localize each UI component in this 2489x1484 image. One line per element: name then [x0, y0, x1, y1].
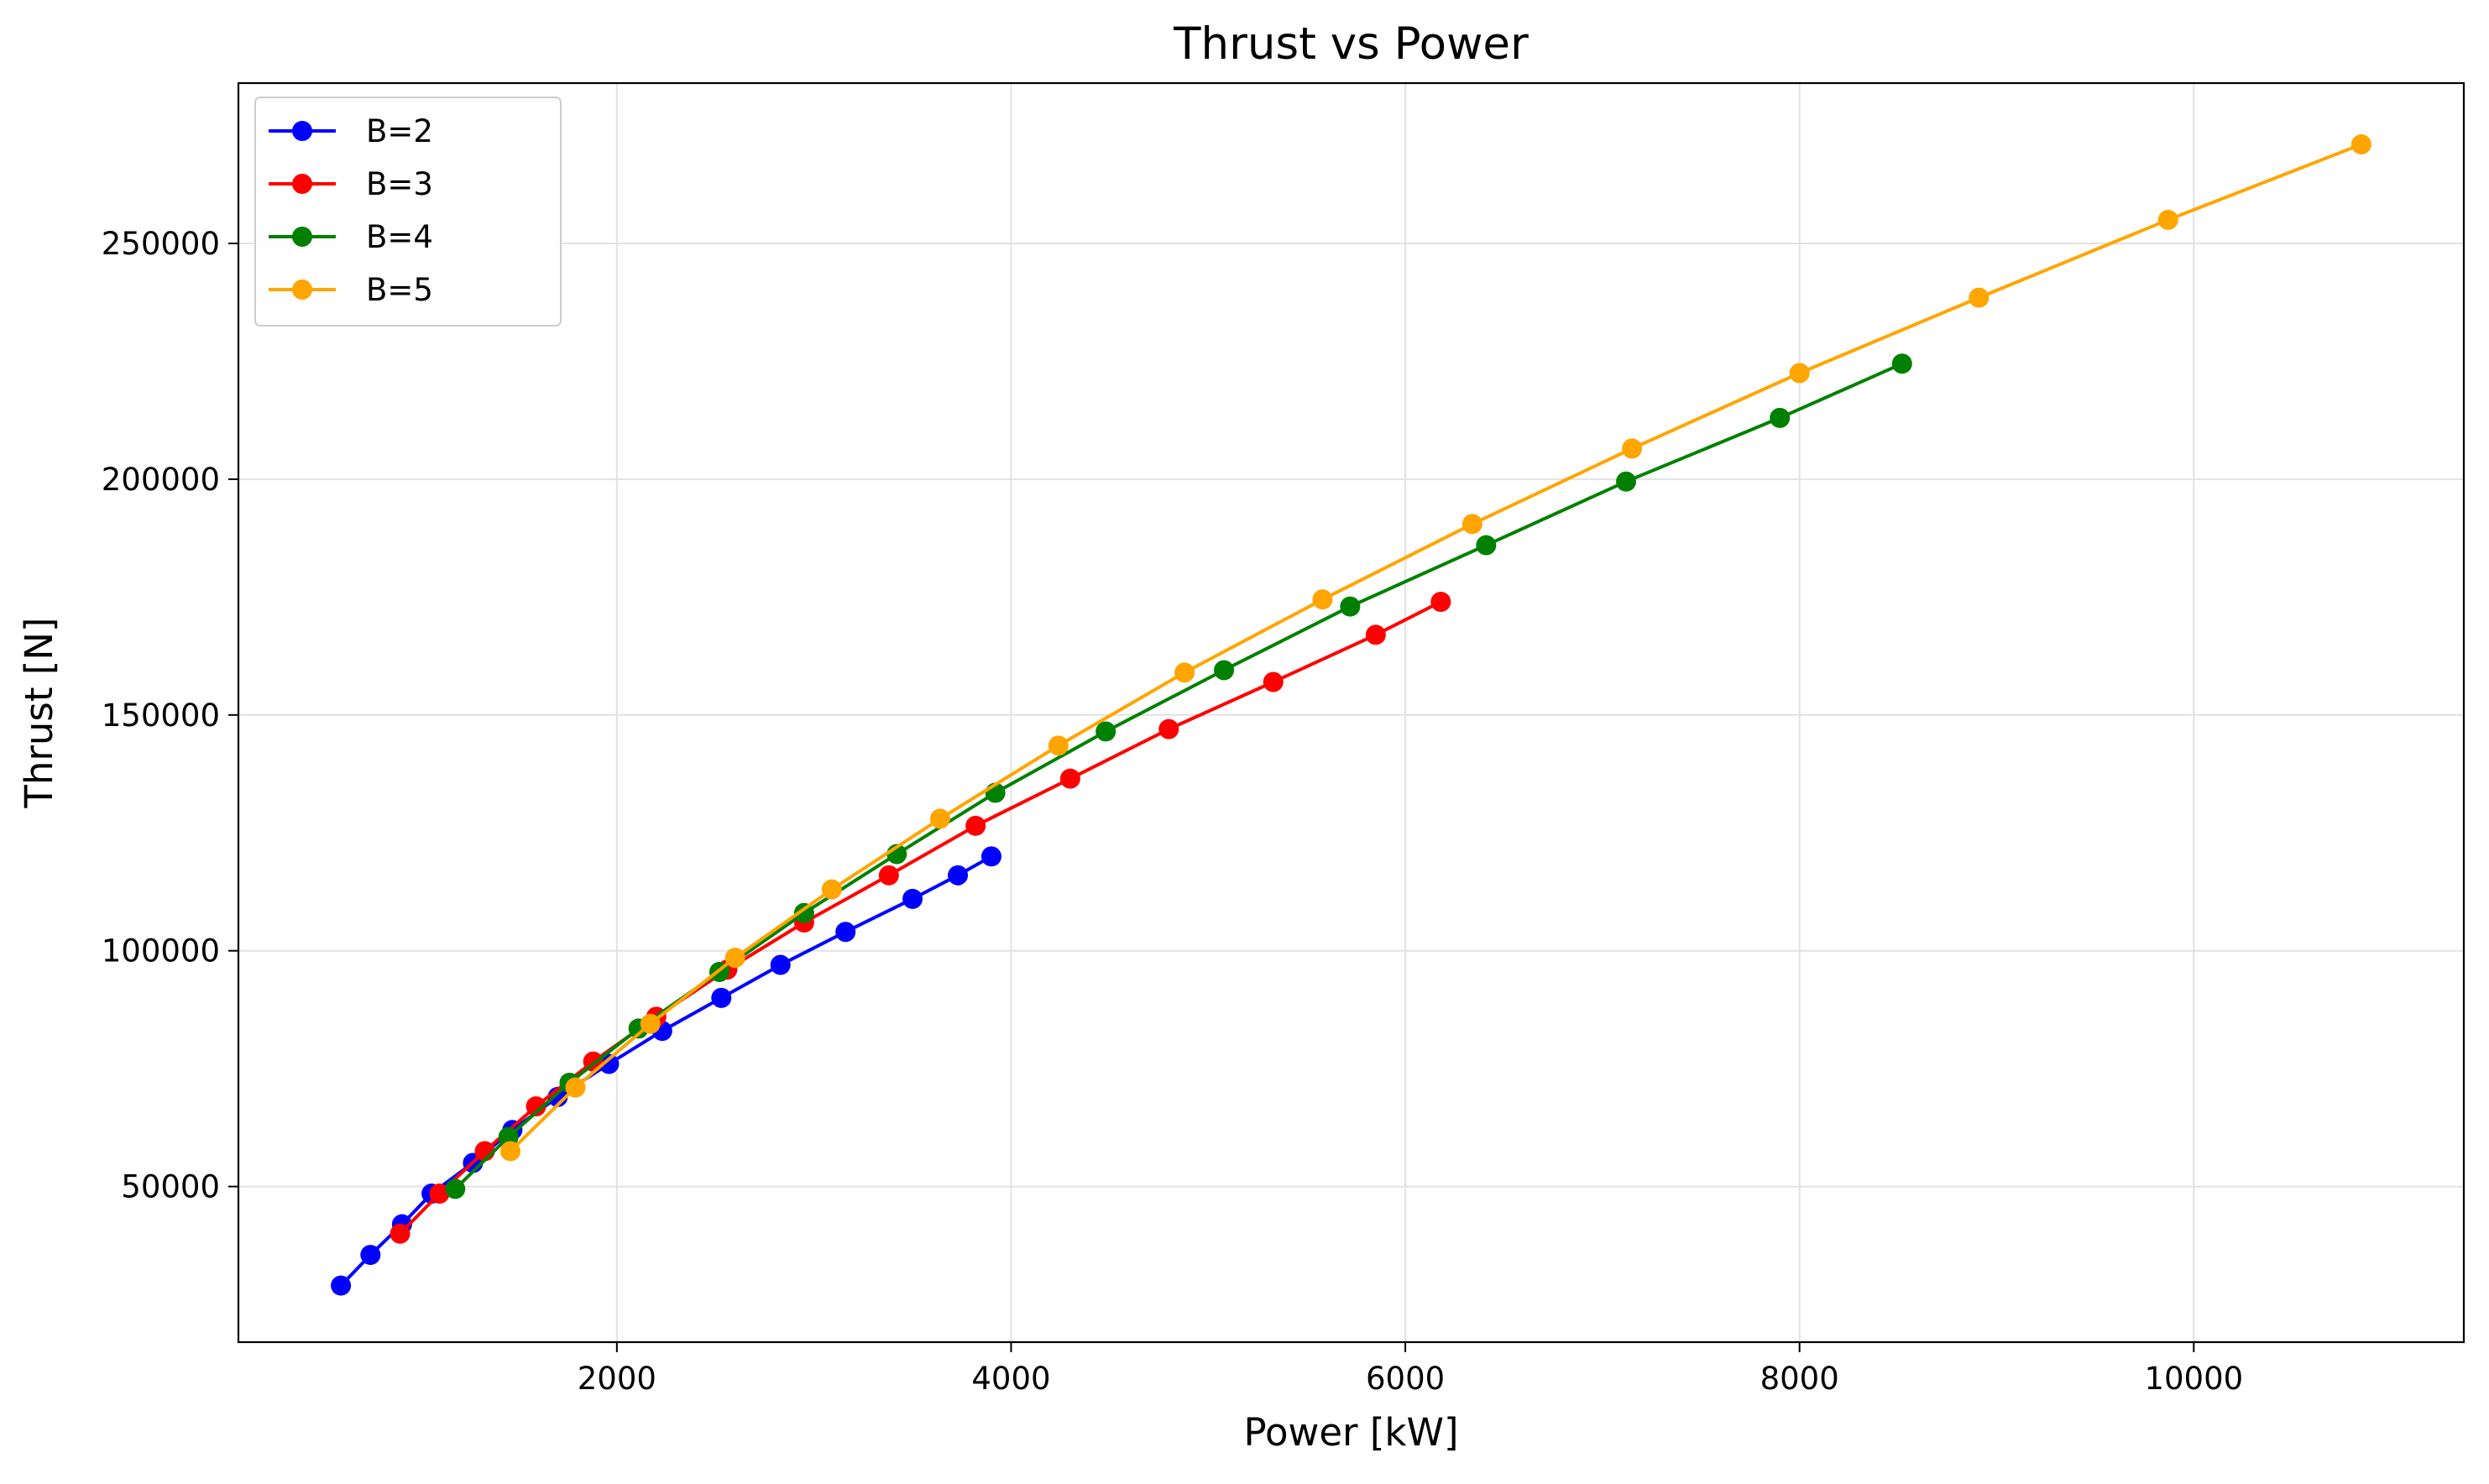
- data-point: [793, 902, 814, 923]
- data-point: [445, 1178, 466, 1199]
- legend-marker: [292, 174, 312, 194]
- data-point: [1059, 768, 1080, 789]
- data-point: [1048, 735, 1069, 756]
- data-point: [902, 888, 923, 909]
- chart-title: Thrust vs Power: [1173, 18, 1529, 70]
- legend-marker: [292, 227, 312, 247]
- data-point: [1476, 535, 1497, 556]
- legend-label: B=2: [366, 113, 433, 149]
- data-point: [1158, 718, 1179, 739]
- data-point: [1340, 596, 1361, 617]
- x-tick-label: 2000: [578, 1361, 656, 1397]
- data-point: [565, 1077, 586, 1098]
- legend-marker: [292, 121, 312, 141]
- data-point: [1365, 624, 1386, 645]
- grid: [238, 83, 2464, 1342]
- data-point: [835, 922, 856, 943]
- y-axis-label: Thrust [N]: [17, 617, 61, 808]
- data-point: [331, 1275, 352, 1296]
- data-point: [360, 1245, 381, 1266]
- data-point: [965, 815, 986, 836]
- legend-marker: [292, 280, 312, 300]
- x-tick-label: 10000: [2144, 1361, 2243, 1397]
- data-point: [526, 1096, 546, 1117]
- series-layer: [331, 134, 2371, 1296]
- x-tick-label: 4000: [971, 1361, 1050, 1397]
- x-tick-label: 6000: [1366, 1361, 1445, 1397]
- y-tick-label: 50000: [121, 1169, 220, 1205]
- data-point: [980, 846, 1001, 867]
- data-point: [770, 954, 791, 975]
- legend-item: B=5: [269, 272, 433, 308]
- data-point: [390, 1223, 410, 1244]
- data-point: [1462, 514, 1482, 535]
- legend-item: B=4: [269, 219, 433, 255]
- data-point: [1430, 591, 1451, 612]
- data-point: [1891, 353, 1912, 374]
- data-point: [500, 1141, 521, 1162]
- data-point: [1095, 721, 1116, 742]
- data-point: [1312, 589, 1333, 610]
- x-axis-label: Power [kW]: [1243, 1410, 1458, 1455]
- series-b5: [500, 134, 2371, 1162]
- data-point: [878, 865, 899, 886]
- plot-frame: [237, 81, 2465, 1344]
- data-point: [1174, 662, 1195, 683]
- legend: B=2 B=3 B=4 B=5: [254, 97, 562, 327]
- data-point: [1789, 363, 1810, 384]
- data-point: [640, 1013, 661, 1034]
- data-point: [724, 948, 745, 969]
- y-tick-label: 150000: [102, 698, 220, 734]
- data-point: [1770, 407, 1791, 428]
- data-point: [2157, 209, 2178, 230]
- data-point: [821, 879, 842, 900]
- x-tick-label: 8000: [1760, 1361, 1839, 1397]
- data-point: [1263, 671, 1284, 692]
- data-point: [948, 865, 969, 886]
- legend-label: B=5: [366, 272, 433, 308]
- data-point: [929, 808, 950, 829]
- data-point: [1214, 660, 1235, 681]
- y-tick-label: 200000: [102, 462, 220, 498]
- data-point: [1616, 471, 1637, 492]
- data-point: [599, 1053, 620, 1074]
- y-tick-label: 250000: [102, 226, 220, 262]
- data-point: [711, 987, 732, 1008]
- legend-item: B=3: [269, 166, 433, 202]
- legend-label: B=4: [366, 219, 433, 255]
- y-tick-label: 100000: [102, 933, 220, 969]
- data-point: [2350, 134, 2371, 155]
- axis-ticks: 2000 4000 6000 8000 10000 50000 100000 150000 20…: [102, 226, 2243, 1397]
- data-point: [1969, 287, 1990, 308]
- legend-box: [254, 97, 562, 327]
- legend-label: B=3: [366, 166, 433, 202]
- data-point: [1622, 438, 1643, 459]
- data-point: [429, 1184, 450, 1204]
- legend-item: B=2: [269, 113, 433, 149]
